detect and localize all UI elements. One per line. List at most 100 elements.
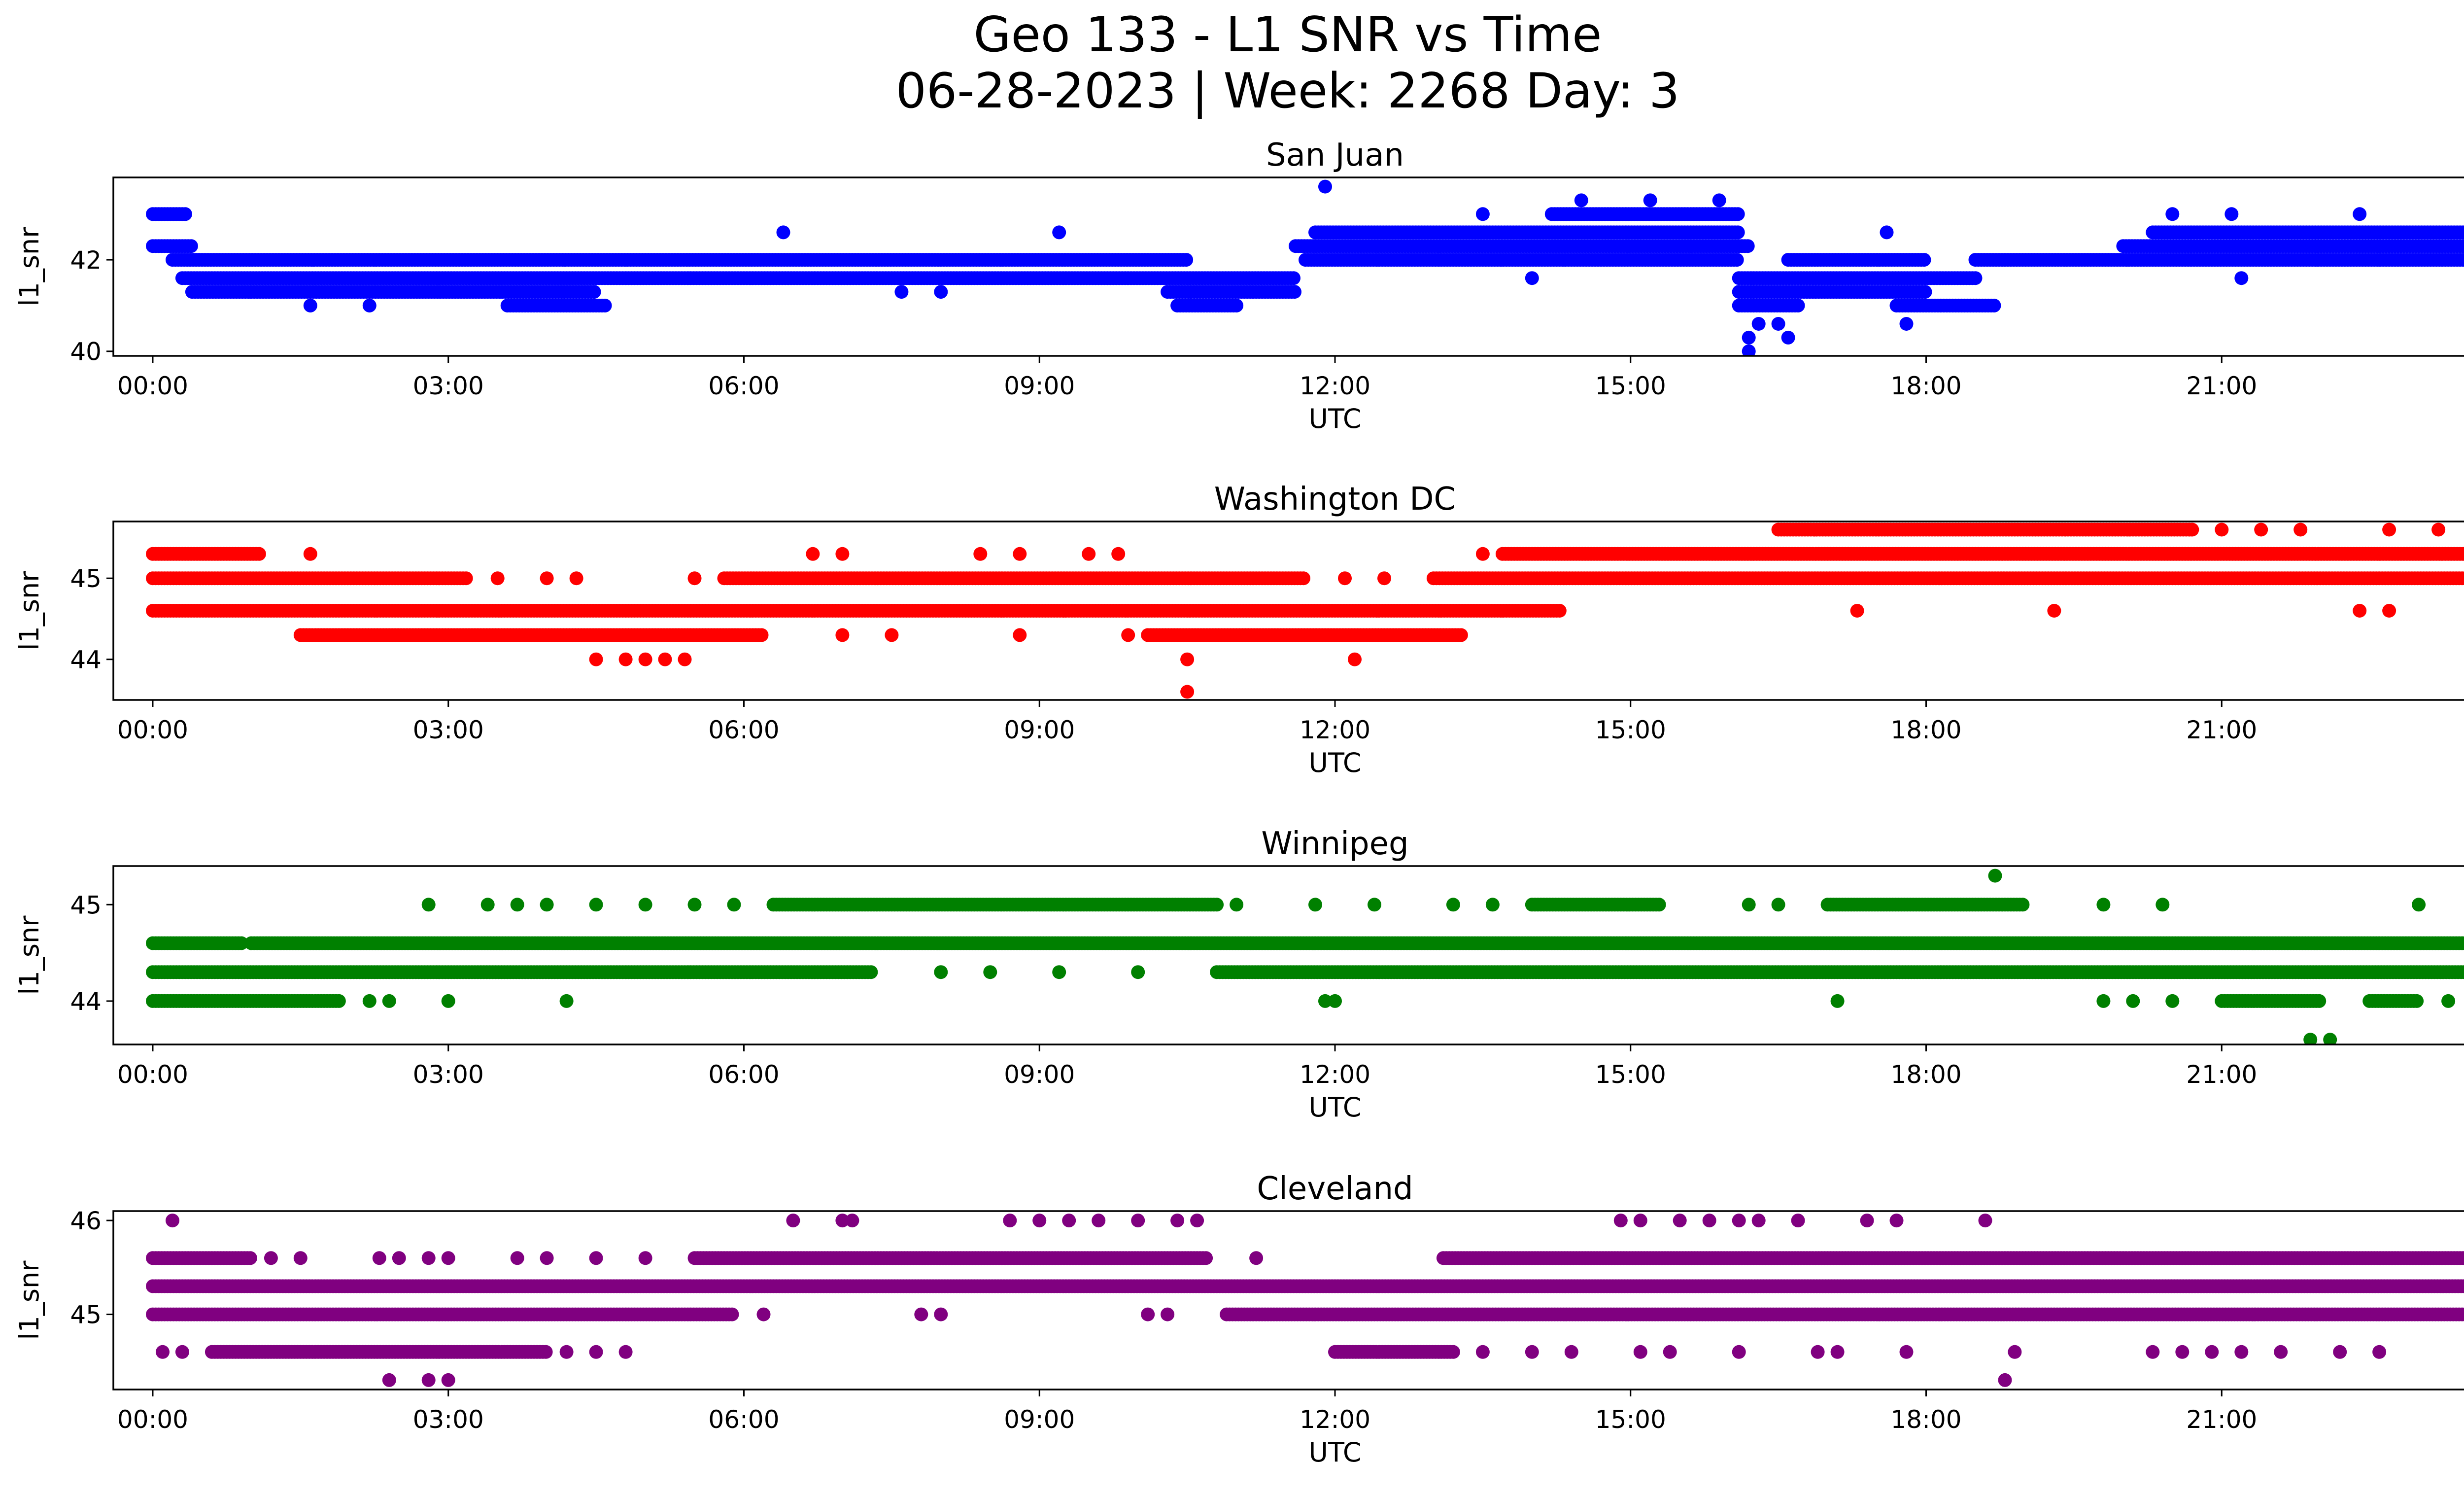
subplot-title: San Juan bbox=[1266, 137, 1404, 174]
data-point bbox=[894, 285, 909, 299]
data-point bbox=[1574, 193, 1588, 208]
y-axis-label: l1_snr bbox=[14, 227, 45, 307]
data-point bbox=[2461, 572, 2464, 584]
subplot-title: Washington DC bbox=[1214, 481, 1456, 518]
y-tick-label: 45 bbox=[70, 564, 102, 593]
data-point bbox=[2462, 227, 2464, 238]
data-point bbox=[885, 628, 899, 642]
data-point bbox=[1013, 547, 1027, 561]
data-point bbox=[459, 571, 473, 586]
data-point bbox=[2353, 604, 2367, 618]
data-point bbox=[1525, 271, 1539, 285]
data-point bbox=[1180, 652, 1195, 666]
data-point bbox=[1731, 207, 1745, 221]
figure-title-line-2: 06-28-2023 | Week: 2268 Day: 3 bbox=[895, 63, 1680, 119]
figure-title: Geo 133 - L1 SNR vs Time 06-28-2023 | We… bbox=[0, 7, 2464, 119]
data-point bbox=[1850, 604, 1864, 618]
x-tick-label: 00:00 bbox=[117, 372, 188, 400]
data-point bbox=[234, 936, 248, 950]
data-point bbox=[2459, 253, 2464, 267]
data-point bbox=[2382, 604, 2396, 618]
data-point bbox=[638, 652, 652, 666]
x-tick-label: 15:00 bbox=[1595, 372, 1666, 400]
x-tick-label: 03:00 bbox=[413, 372, 484, 400]
data-point bbox=[1297, 571, 1310, 586]
data-point bbox=[1454, 628, 1468, 642]
data-point bbox=[1052, 225, 1066, 240]
data-point bbox=[1643, 193, 1657, 208]
x-tick-label: 18:00 bbox=[1890, 372, 1961, 400]
data-point bbox=[1751, 317, 1766, 331]
data-point bbox=[1111, 547, 1126, 561]
x-tick-label: 06:00 bbox=[708, 372, 779, 400]
x-tick-label: 15:00 bbox=[1595, 716, 1666, 744]
y-axis-label: l1_snr bbox=[14, 571, 45, 651]
data-point bbox=[2462, 549, 2464, 559]
x-tick-label: 00:00 bbox=[117, 716, 188, 744]
data-point bbox=[1288, 285, 1301, 299]
y-tick-label: 42 bbox=[70, 246, 102, 275]
data-point bbox=[1968, 271, 1983, 285]
y-tick-label: 40 bbox=[70, 338, 102, 366]
data-point bbox=[1475, 547, 1490, 561]
data-point bbox=[1742, 344, 1756, 356]
data-point bbox=[776, 225, 790, 240]
x-tick-label: 03:00 bbox=[413, 716, 484, 744]
data-point bbox=[1179, 253, 1194, 267]
data-point bbox=[1880, 225, 1894, 240]
data-point bbox=[362, 298, 376, 313]
data-point bbox=[178, 207, 192, 221]
x-axis-label: UTC bbox=[1308, 747, 1361, 778]
data-point bbox=[835, 628, 850, 642]
data-point bbox=[2459, 547, 2464, 561]
x-tick-label: 18:00 bbox=[1890, 716, 1961, 744]
data-point bbox=[540, 571, 554, 586]
data-point bbox=[1180, 685, 1195, 699]
data-point bbox=[1771, 317, 1785, 331]
data-point bbox=[1121, 628, 1135, 642]
data-point bbox=[1918, 285, 1932, 299]
data-point bbox=[1899, 317, 1914, 331]
x-tick-label: 21:00 bbox=[2186, 716, 2257, 744]
data-point bbox=[1338, 571, 1352, 586]
data-point bbox=[1013, 628, 1027, 642]
data-point bbox=[806, 547, 820, 561]
data-point bbox=[2462, 241, 2464, 251]
data-point bbox=[934, 285, 948, 299]
data-point bbox=[490, 571, 505, 586]
data-point bbox=[303, 298, 317, 313]
data-point bbox=[303, 547, 317, 561]
data-point bbox=[2254, 522, 2268, 537]
data-points bbox=[146, 179, 2464, 356]
data-point bbox=[1348, 652, 1362, 666]
data-point bbox=[1791, 298, 1805, 313]
x-tick-label: 21:00 bbox=[2186, 372, 2257, 400]
data-point bbox=[2234, 271, 2249, 285]
data-point bbox=[1287, 271, 1300, 285]
data-point bbox=[587, 285, 601, 299]
data-point bbox=[1741, 239, 1755, 253]
data-point bbox=[2165, 207, 2180, 221]
data-point bbox=[2353, 207, 2367, 221]
data-point bbox=[2224, 207, 2239, 221]
data-point bbox=[2459, 226, 2464, 239]
x-axis-label: UTC bbox=[1308, 403, 1361, 434]
data-point bbox=[1987, 298, 2001, 313]
x-tick-label: 09:00 bbox=[1004, 372, 1075, 400]
data-point bbox=[658, 652, 672, 666]
x-tick-label: 12:00 bbox=[1300, 372, 1370, 400]
data-point bbox=[678, 652, 692, 666]
data-point bbox=[1377, 571, 1391, 586]
data-point bbox=[1742, 330, 1756, 345]
data-point bbox=[1230, 298, 1244, 313]
data-point bbox=[973, 547, 988, 561]
data-point bbox=[1781, 330, 1795, 345]
data-point bbox=[1552, 604, 1567, 618]
x-tick-label: 09:00 bbox=[1004, 716, 1075, 744]
subplot-title: Winnipeg bbox=[1261, 826, 1408, 862]
data-point bbox=[2047, 604, 2061, 618]
data-point bbox=[1082, 547, 1096, 561]
data-point bbox=[2215, 522, 2229, 537]
data-point bbox=[618, 652, 633, 666]
